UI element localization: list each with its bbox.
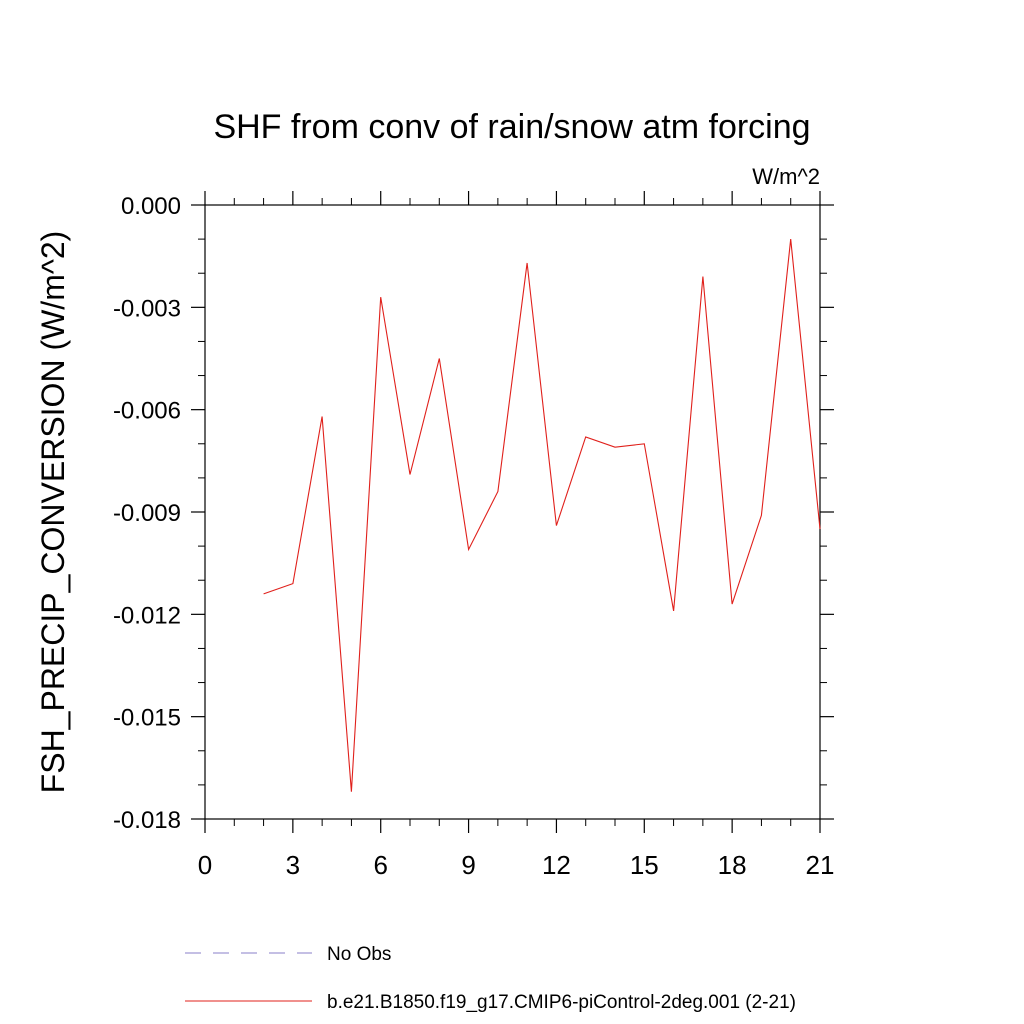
x-tick-label: 6 [373,850,387,880]
y-tick-label: 0.000 [121,193,181,220]
plot-frame [204,204,821,820]
y-tick-labels: 0.000 -0.003 -0.006 -0.009 -0.012 -0.015 -0.01… [113,193,181,834]
y-tick-label: -0.006 [113,398,181,425]
x-tick-label: 18 [718,850,747,880]
chart-title: SHF from conv of rain/snow atm forcing [213,108,810,146]
y-tick-label: -0.015 [113,705,181,732]
x-tick-labels: 0 3 6 9 12 15 18 21 [198,850,835,880]
y-tick-label: -0.012 [113,602,181,629]
x-tick-label: 0 [198,850,212,880]
series-line-1 [263,239,821,792]
x-tick-label: 9 [461,850,475,880]
legend-label-1: b.e21.B1850.f19_g17.CMIP6-piControl-2deg… [327,992,796,1013]
series-layer [263,239,821,792]
axis-ticks [191,191,834,833]
legend: No Obs b.e21.B1850.f19_g17.CMIP6-piContro… [185,944,796,1013]
y-tick-label: -0.003 [113,295,181,322]
x-tick-label: 12 [542,850,571,880]
x-tick-label: 15 [630,850,659,880]
y-tick-label: -0.009 [113,500,181,527]
x-tick-label: 3 [286,850,300,880]
units-label: W/m^2 [752,164,820,189]
legend-label-0: No Obs [327,944,391,965]
y-axis-label: FSH_PRECIP_CONVERSION (W/m^2) [35,231,71,794]
x-tick-label: 21 [806,850,835,880]
y-tick-label: -0.018 [113,807,181,834]
